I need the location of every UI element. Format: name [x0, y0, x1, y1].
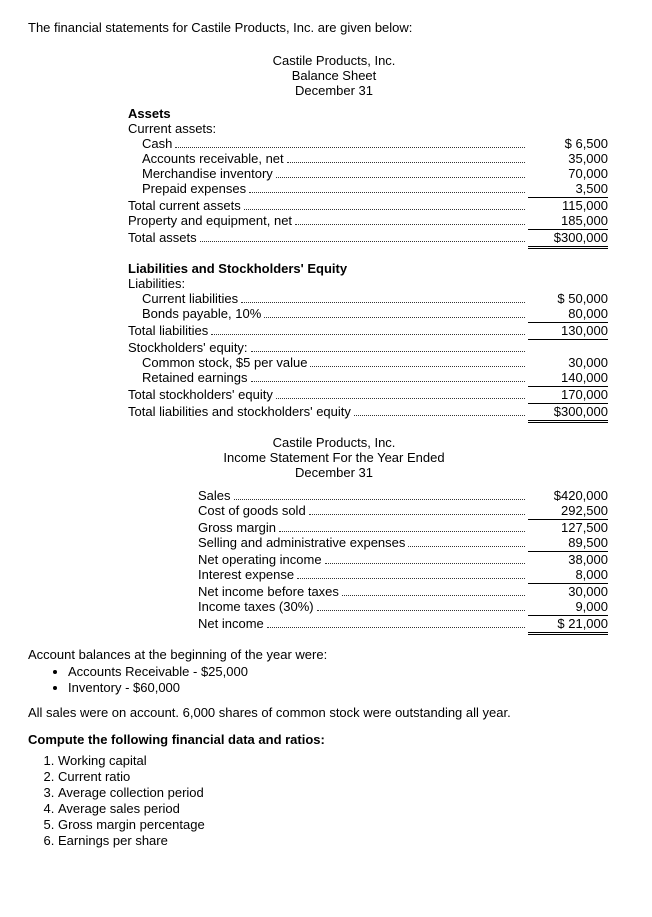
tse-value: 170,000	[528, 387, 608, 404]
income-statement-header: Castile Products, Inc. Income Statement …	[28, 435, 640, 480]
tl-label: Total liabilities	[128, 323, 208, 338]
is-company: Castile Products, Inc.	[28, 435, 640, 450]
tl-value: 130,000	[528, 323, 608, 340]
inv-label: Merchandise inventory	[128, 166, 273, 181]
ar-label: Accounts receivable, net	[128, 151, 284, 166]
cogs-label: Cost of goods sold	[198, 503, 306, 518]
sales-value: $420,000	[528, 488, 608, 503]
bonds-value: 80,000	[528, 306, 608, 323]
bullet-inv: Inventory - $60,000	[68, 680, 640, 695]
current-assets-label: Current assets:	[128, 121, 608, 136]
tca-label: Total current assets	[128, 198, 241, 213]
ratio-gross-margin-pct: Gross margin percentage	[58, 817, 640, 832]
tse-label: Total stockholders' equity	[128, 387, 273, 402]
sa-value: 89,500	[528, 535, 608, 552]
prepaid-label: Prepaid expenses	[128, 181, 246, 196]
noi-value: 38,000	[528, 552, 608, 567]
ratio-avg-sales: Average sales period	[58, 801, 640, 816]
bonds-label: Bonds payable, 10%	[128, 306, 261, 321]
ar-value: 35,000	[528, 151, 608, 166]
liab-label: Liabilities:	[128, 276, 608, 291]
is-title: Income Statement For the Year Ended	[28, 450, 640, 465]
assets-heading: Assets	[128, 106, 608, 121]
tax-label: Income taxes (30%)	[198, 599, 314, 614]
intro-text: The financial statements for Castile Pro…	[28, 20, 640, 35]
all-sales-text: All sales were on account. 6,000 shares …	[28, 705, 640, 720]
cl-label: Current liabilities	[128, 291, 238, 306]
cash-label: Cash	[128, 136, 172, 151]
beginning-balances-list: Accounts Receivable - $25,000 Inventory …	[48, 664, 640, 695]
gm-value: 127,500	[528, 520, 608, 535]
tax-value: 9,000	[528, 599, 608, 616]
cash-value: $ 6,500	[528, 136, 608, 151]
prepaid-value: 3,500	[528, 181, 608, 198]
ppe-label: Property and equipment, net	[128, 213, 292, 228]
cl-value: $ 50,000	[528, 291, 608, 306]
nibt-label: Net income before taxes	[198, 584, 339, 599]
se-label: Stockholders' equity:	[128, 340, 248, 355]
tle-value: $300,000	[528, 404, 608, 423]
gm-label: Gross margin	[198, 520, 276, 535]
common-label: Common stock, $5 per value	[128, 355, 307, 370]
ni-label: Net income	[198, 616, 264, 631]
balance-sheet-header: Castile Products, Inc. Balance Sheet Dec…	[28, 53, 640, 98]
ratio-working-capital: Working capital	[58, 753, 640, 768]
ta-value: $300,000	[528, 230, 608, 249]
ppe-value: 185,000	[528, 213, 608, 230]
inv-value: 70,000	[528, 166, 608, 181]
bs-company: Castile Products, Inc.	[28, 53, 640, 68]
ratio-eps: Earnings per share	[58, 833, 640, 848]
tle-label: Total liabilities and stockholders' equi…	[128, 404, 351, 419]
ie-value: 8,000	[528, 567, 608, 584]
bs-title: Balance Sheet	[28, 68, 640, 83]
ta-label: Total assets	[128, 230, 197, 245]
ratios-list: Working capital Current ratio Average co…	[38, 753, 640, 848]
ratio-avg-collection: Average collection period	[58, 785, 640, 800]
re-value: 140,000	[528, 370, 608, 387]
sa-label: Selling and administrative expenses	[198, 535, 405, 550]
income-statement: Sales$420,000 Cost of goods sold292,500 …	[198, 488, 608, 635]
ni-value: $ 21,000	[528, 616, 608, 635]
liab-heading: Liabilities and Stockholders' Equity	[128, 261, 608, 276]
bs-date: December 31	[28, 83, 640, 98]
compute-heading: Compute the following financial data and…	[28, 732, 640, 747]
ie-label: Interest expense	[198, 567, 294, 582]
beginning-balances-text: Account balances at the beginning of the…	[28, 647, 640, 662]
bullet-ar: Accounts Receivable - $25,000	[68, 664, 640, 679]
tca-value: 115,000	[528, 198, 608, 213]
noi-label: Net operating income	[198, 552, 322, 567]
balance-sheet: Assets Current assets: Cash $ 6,500 Accou…	[128, 106, 608, 423]
nibt-value: 30,000	[528, 584, 608, 599]
sales-label: Sales	[198, 488, 231, 503]
is-date: December 31	[28, 465, 640, 480]
common-value: 30,000	[528, 355, 608, 370]
ratio-current-ratio: Current ratio	[58, 769, 640, 784]
re-label: Retained earnings	[128, 370, 248, 385]
cogs-value: 292,500	[528, 503, 608, 520]
